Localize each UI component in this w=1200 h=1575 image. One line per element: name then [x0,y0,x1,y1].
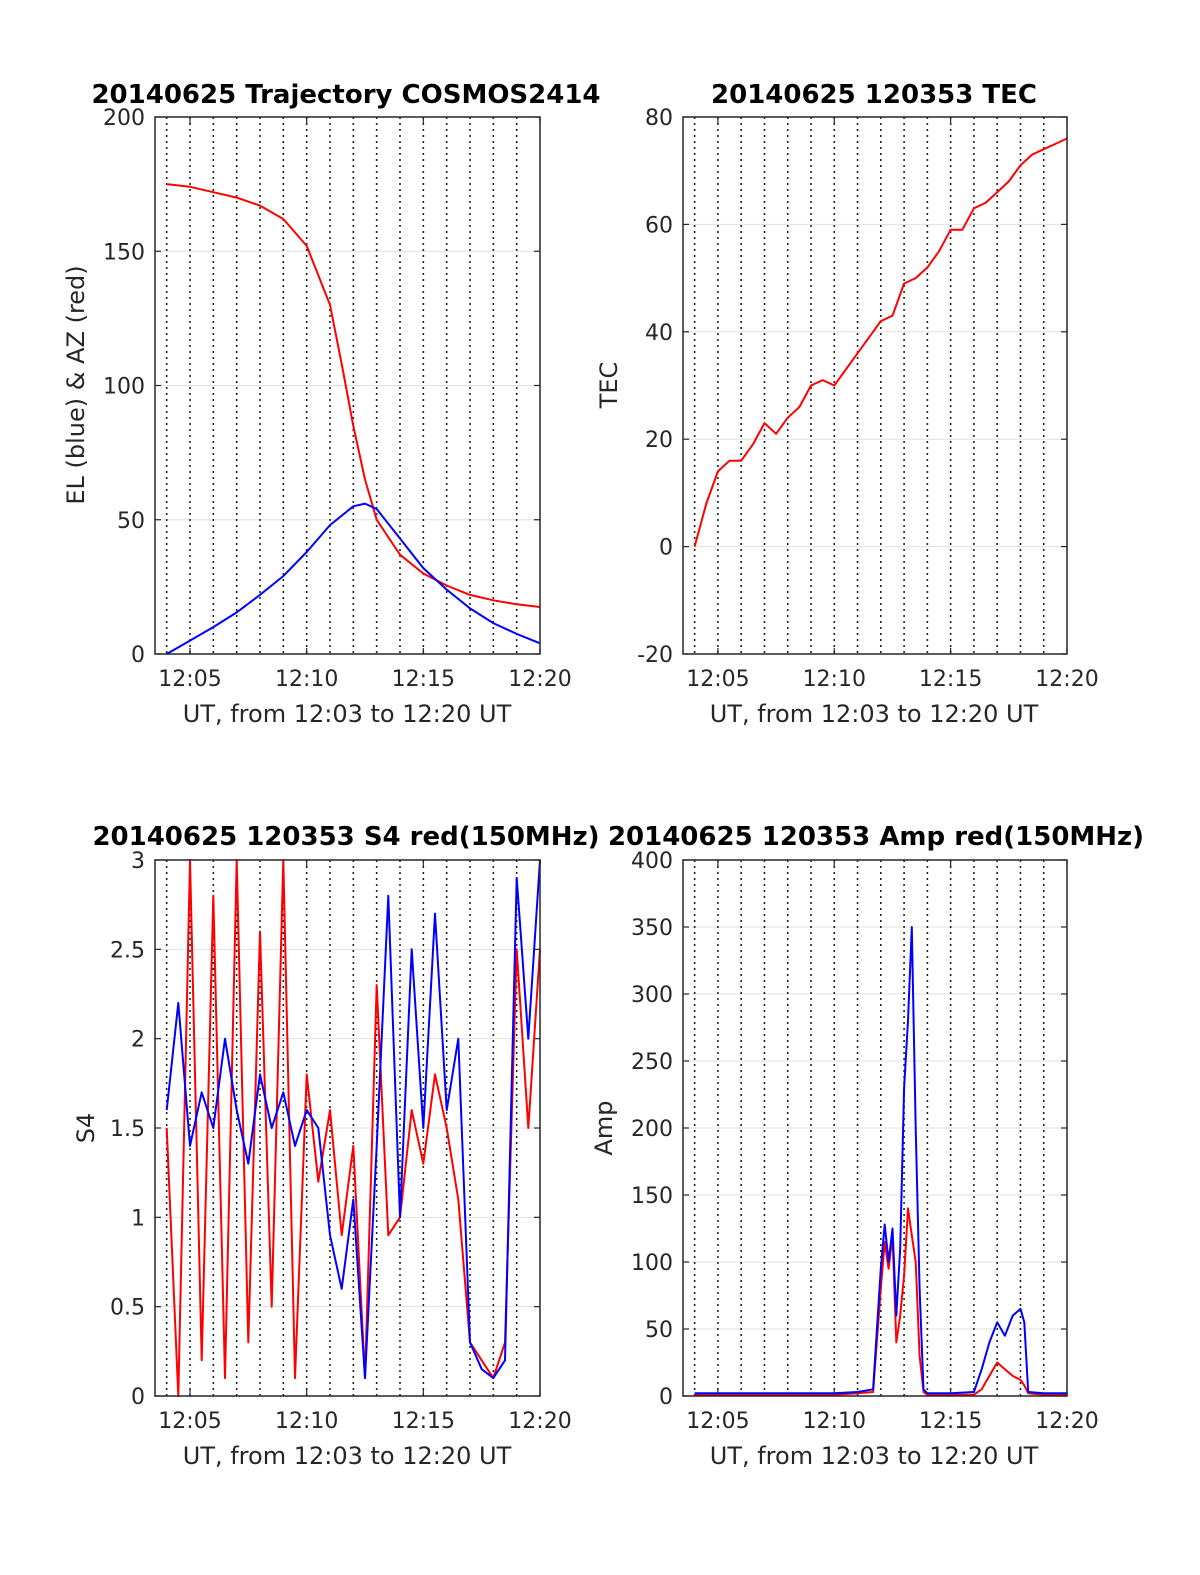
plot-series [694,926,1067,1396]
x-axis-label: UT, from 12:03 to 12:20 UT [710,1442,1039,1470]
y-tick-label: 150 [631,1184,673,1209]
y-tick-label: 60 [645,213,673,238]
x-tick-label: 12:10 [275,667,338,692]
x-tick-label: 12:20 [1035,667,1098,692]
y-tick-label: 0 [659,536,673,561]
y-tick-label: 2 [131,1028,145,1053]
panel-trajectory: 20140625 Trajectory COSMOS2414 12:05 12:1… [62,80,601,728]
x-tick-label: 12:15 [392,1409,455,1434]
x-axis-label: UT, from 12:03 to 12:20 UT [183,1442,512,1470]
x-tick-labels: 12:05 12:10 12:15 12:20 [158,667,571,692]
y-tick-labels: 0 0.5 1 1.5 2 2.5 3 [110,849,145,1410]
y-tick-labels: 0 50 100 150 200 [103,106,145,668]
y-tick-label: 300 [631,983,673,1008]
y-tick-label: 250 [631,1050,673,1075]
panel-tec: 20140625 120353 TEC 12:05 12:10 12:15 12:20… [595,80,1099,728]
y-tick-label: 50 [117,509,145,534]
plot-grid [683,859,1068,1397]
y-tick-labels: -20 0 20 40 60 80 [637,106,673,668]
plot-frame [682,859,1068,1397]
x-tick-label: 12:05 [686,667,749,692]
plot-series [693,137,1068,547]
y-axis-label: S4 [72,1113,100,1144]
series-line [165,859,541,1380]
plot-grid [683,116,1068,655]
x-tick-label: 12:05 [158,667,221,692]
x-tick-labels: 12:05 12:10 12:15 12:20 [158,1409,571,1434]
panel-title: 20140625 120353 Amp red(150MHz) [608,822,1144,852]
y-tick-label: 150 [103,240,145,265]
y-axis-label: Amp [590,1100,618,1155]
x-tick-label: 12:10 [803,667,866,692]
y-tick-label: 350 [631,916,673,941]
y-tick-label: 100 [631,1251,673,1276]
y-tick-label: 0 [131,643,145,668]
y-tick-label: 40 [645,321,673,346]
y-tick-label: 0 [131,1385,145,1410]
x-tick-label: 12:05 [158,1409,221,1434]
plot-grid [155,116,541,655]
x-tick-label: 12:05 [686,1409,749,1434]
x-axis-label: UT, from 12:03 to 12:20 UT [183,700,512,728]
y-tick-label: 0.5 [110,1296,145,1321]
x-tick-labels: 12:05 12:10 12:15 12:20 [686,1409,1098,1434]
panel-s4: 20140625 120353 S4 red(150MHz) 12:05 12:1… [72,822,600,1470]
x-tick-label: 12:15 [919,667,982,692]
x-tick-label: 12:15 [919,1409,982,1434]
y-tick-labels: 0 50 100 150 200 250 300 350 400 [631,849,673,1410]
panel-title: 20140625 120353 S4 red(150MHz) [92,822,599,852]
plot-frame [154,116,541,655]
plot-series [165,859,541,1397]
y-tick-label: -20 [637,643,673,668]
series-line [694,1207,1067,1396]
y-tick-label: 200 [631,1117,673,1142]
y-tick-label: 2.5 [110,938,145,963]
x-tick-label: 12:20 [1035,1409,1098,1434]
series-line [165,859,541,1397]
panel-title: 20140625 Trajectory COSMOS2414 [91,80,600,110]
y-tick-label: 20 [645,428,673,453]
x-axis-label: UT, from 12:03 to 12:20 UT [710,700,1039,728]
series-line [694,926,1067,1395]
x-tick-label: 12:20 [508,667,571,692]
y-tick-label: 3 [131,849,145,874]
x-tick-label: 12:20 [508,1409,571,1434]
plot-frame [154,859,541,1397]
y-axis-label: EL (blue) & AZ (red) [62,265,90,504]
y-tick-label: 0 [659,1385,673,1410]
x-tick-labels: 12:05 12:10 12:15 12:20 [686,667,1098,692]
y-tick-label: 80 [645,106,673,131]
y-tick-label: 400 [631,849,673,874]
y-tick-label: 50 [645,1318,673,1343]
x-tick-label: 12:15 [392,667,455,692]
x-tick-label: 12:10 [803,1409,866,1434]
x-tick-label: 12:10 [275,1409,338,1434]
plot-frame [682,116,1068,655]
panel-title: 20140625 120353 TEC [711,80,1037,110]
y-tick-label: 100 [103,375,145,400]
plot-series [166,183,541,655]
series-line [166,502,541,655]
y-axis-label: TEC [595,362,623,410]
series-line [166,183,541,608]
panel-amp: 20140625 120353 Amp red(150MHz) 12:05 12:… [590,822,1144,1470]
y-tick-label: 200 [103,106,145,131]
y-tick-label: 1 [131,1206,145,1231]
series-line [693,137,1068,547]
y-tick-label: 1.5 [110,1117,145,1142]
